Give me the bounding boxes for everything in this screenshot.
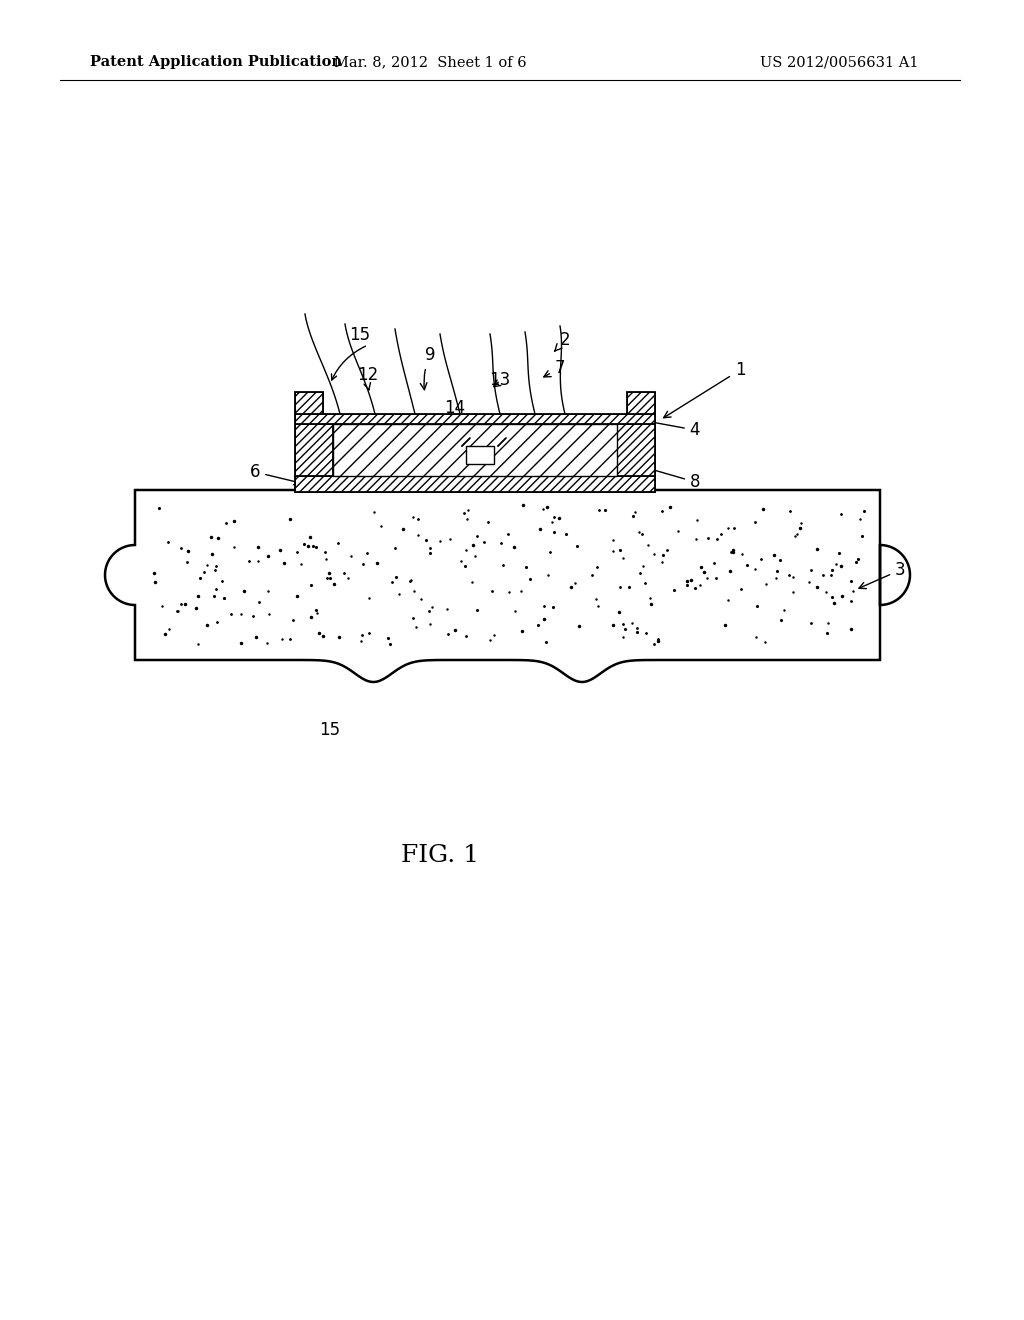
Text: 7: 7: [544, 359, 565, 378]
Bar: [466, 446, 494, 465]
Text: 2: 2: [555, 331, 570, 351]
Text: 9: 9: [420, 346, 435, 389]
Bar: [295, 477, 655, 492]
Text: Mar. 8, 2012  Sheet 1 of 6: Mar. 8, 2012 Sheet 1 of 6: [334, 55, 526, 69]
Bar: [295, 392, 323, 414]
Bar: [295, 424, 333, 477]
Bar: [627, 392, 655, 414]
Text: 12: 12: [357, 366, 379, 389]
Bar: [295, 424, 333, 477]
Text: 3: 3: [859, 561, 905, 589]
Bar: [295, 414, 655, 424]
Text: 15: 15: [319, 721, 341, 739]
Bar: [617, 424, 655, 477]
Bar: [295, 414, 655, 424]
Text: 6: 6: [250, 463, 301, 484]
Text: 13: 13: [489, 371, 511, 389]
Text: 8: 8: [644, 466, 700, 491]
Text: US 2012/0056631 A1: US 2012/0056631 A1: [760, 55, 919, 69]
Text: 14: 14: [444, 399, 468, 437]
Bar: [333, 424, 617, 477]
Text: Patent Application Publication: Patent Application Publication: [90, 55, 342, 69]
Text: FIG. 1: FIG. 1: [401, 843, 479, 866]
Bar: [627, 392, 655, 414]
Bar: [617, 424, 655, 477]
Polygon shape: [105, 490, 910, 682]
Bar: [295, 392, 323, 414]
Bar: [295, 477, 655, 492]
Text: 15: 15: [349, 326, 371, 345]
Bar: [333, 424, 617, 477]
Text: 4: 4: [639, 417, 700, 440]
Text: 1: 1: [664, 360, 745, 417]
